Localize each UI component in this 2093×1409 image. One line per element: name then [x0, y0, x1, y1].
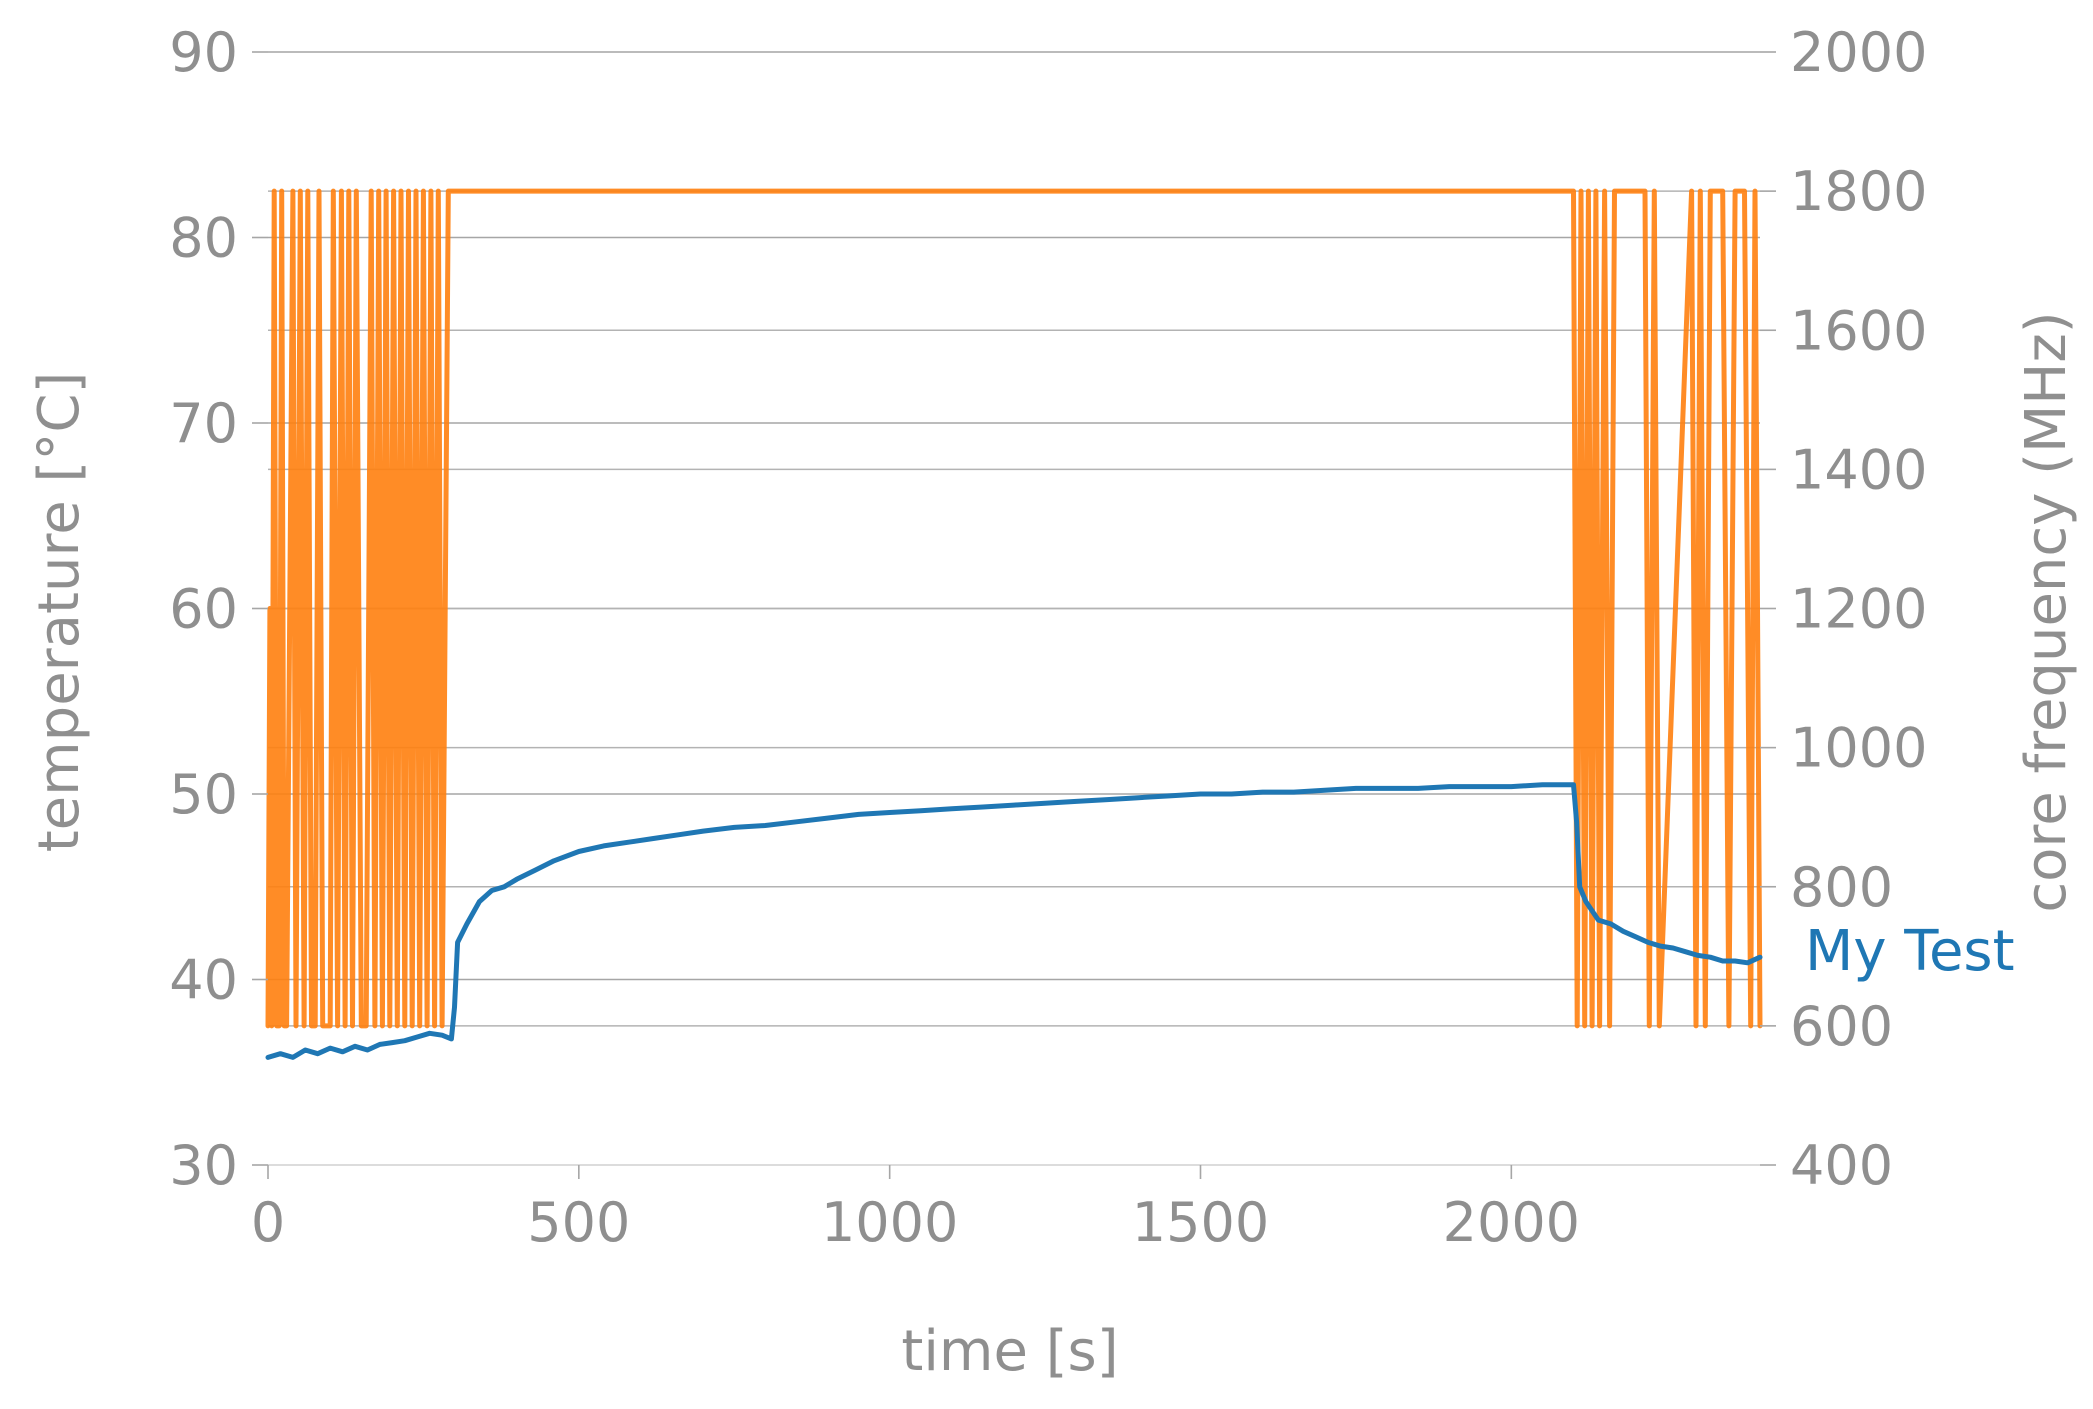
x-tick-label: 500 [527, 1191, 630, 1254]
y-left-tick-label: 70 [169, 392, 238, 455]
y-left-tick-label: 50 [169, 763, 238, 826]
x-tick-label: 2000 [1443, 1191, 1580, 1254]
y-left-tick-label: 40 [169, 949, 238, 1012]
y-right-tick-label: 400 [1790, 1134, 1893, 1197]
grid-right [268, 51, 1760, 1166]
y-right-tick-label: 1200 [1790, 578, 1927, 641]
y-right-tick-label: 1000 [1790, 717, 1927, 780]
x-tick-label: 1500 [1132, 1191, 1269, 1254]
series-line-my-test [265, 782, 1763, 1060]
series-layer [265, 188, 1763, 1060]
x-tick-label: 1000 [821, 1191, 958, 1254]
y-left-tick-label: 30 [169, 1134, 238, 1197]
series-label-my-test: My Test [1805, 919, 2015, 984]
y-left-tick-label: 60 [169, 578, 238, 641]
y-left-axis-title: temperature [°C] [27, 372, 92, 853]
x-tick-label: 0 [251, 1191, 285, 1254]
x-axis-title: time [s] [901, 1319, 1118, 1384]
series-line-core-frequency [265, 188, 1763, 1029]
y-right-tick-label: 2000 [1790, 21, 1927, 84]
y-right-axis-title: core frequency (MHz) [2014, 311, 2079, 912]
y-right-tick-label: 600 [1790, 995, 1893, 1058]
y-right-tick-label: 1800 [1790, 160, 1927, 223]
ticks: 30 40 50 60 70 80 90 400 600 800 1000 1200 1400 1600 1… [169, 21, 1927, 1254]
y-right-tick-label: 800 [1790, 856, 1893, 919]
y-left-tick-label: 90 [169, 21, 238, 84]
y-right-tick-label: 1400 [1790, 438, 1927, 501]
y-left-tick-label: 80 [169, 207, 238, 270]
y-right-tick-label: 1600 [1790, 299, 1927, 362]
